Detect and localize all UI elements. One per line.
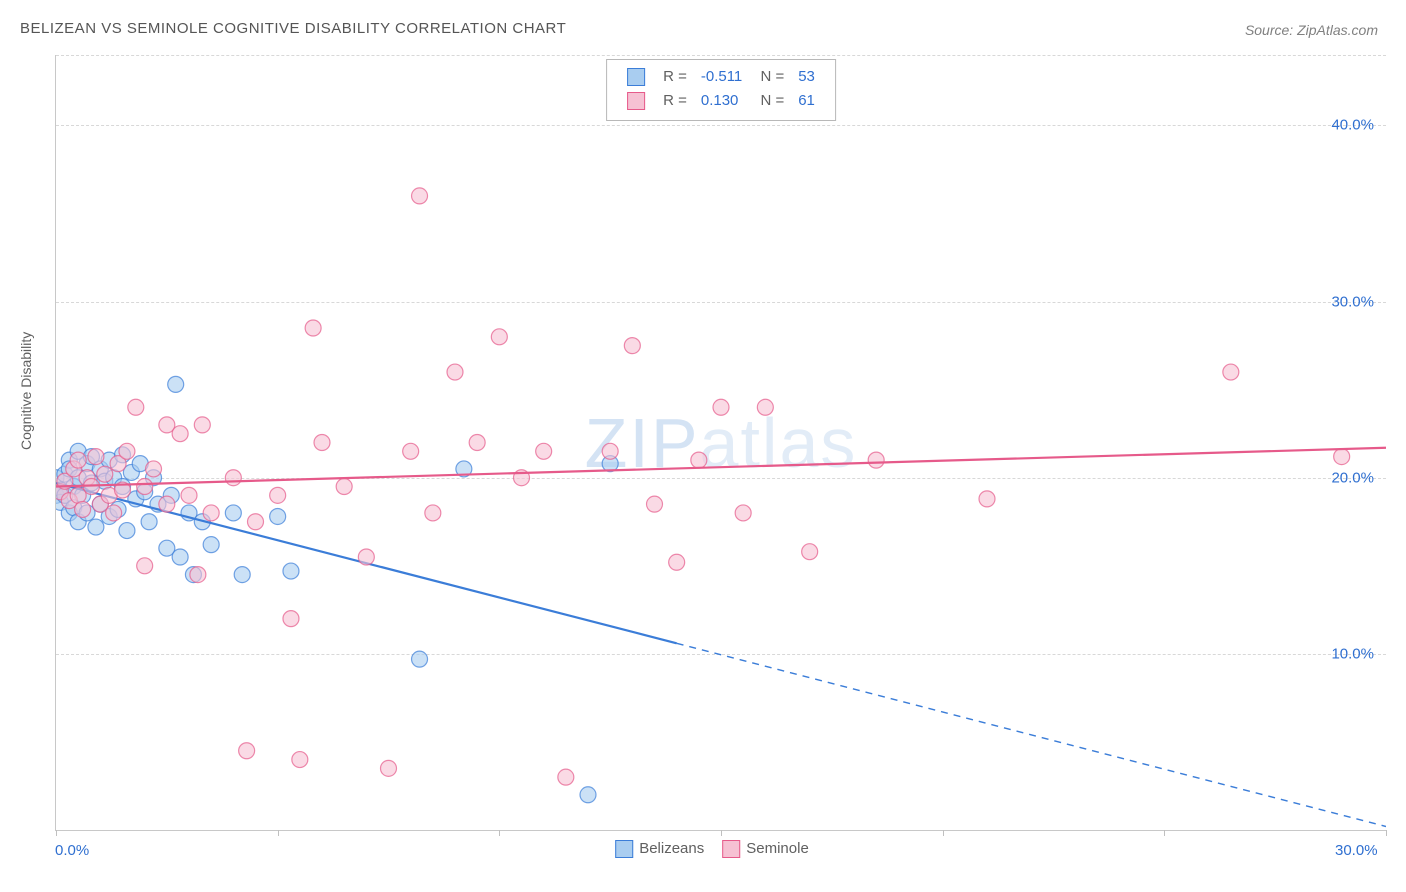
scatter-point (336, 479, 352, 495)
legend-series-label: Seminole (746, 840, 809, 857)
plot-area: ZIPatlas R =-0.511 N =53R =0.130 N =61 1… (55, 55, 1386, 831)
scatter-point (425, 505, 441, 521)
scatter-point (868, 452, 884, 468)
scatter-point (88, 519, 104, 535)
scatter-point (203, 537, 219, 553)
scatter-point (757, 399, 773, 415)
scatter-point (137, 558, 153, 574)
legend-row: R =0.130 N =61 (621, 90, 821, 112)
scatter-point (283, 611, 299, 627)
scatter-point (190, 567, 206, 583)
scatter-point (412, 651, 428, 667)
scatter-svg (56, 55, 1386, 830)
series-legend: Belizeans Seminole (597, 840, 809, 858)
scatter-point (469, 435, 485, 451)
x-tick (278, 830, 279, 836)
scatter-point (172, 426, 188, 442)
x-tick (1164, 830, 1165, 836)
scatter-point (97, 466, 113, 482)
regression-line (56, 448, 1386, 487)
scatter-point (194, 417, 210, 433)
scatter-point (168, 376, 184, 392)
scatter-point (624, 338, 640, 354)
scatter-point (979, 491, 995, 507)
correlation-legend: R =-0.511 N =53R =0.130 N =61 (606, 59, 836, 121)
scatter-point (119, 443, 135, 459)
legend-r-label: R = (657, 66, 693, 88)
source-label: Source: ZipAtlas.com (1245, 22, 1378, 38)
legend-r-value: 0.130 (695, 90, 748, 112)
scatter-point (305, 320, 321, 336)
scatter-point (358, 549, 374, 565)
legend-swatch (627, 68, 645, 86)
scatter-point (88, 449, 104, 465)
x-tick-label: 0.0% (55, 842, 89, 859)
scatter-point (283, 563, 299, 579)
scatter-point (536, 443, 552, 459)
x-tick-label: 30.0% (1335, 842, 1378, 859)
legend-row: R =-0.511 N =53 (621, 66, 821, 88)
scatter-point (381, 760, 397, 776)
scatter-point (234, 567, 250, 583)
scatter-point (106, 505, 122, 521)
scatter-point (225, 470, 241, 486)
scatter-point (181, 487, 197, 503)
scatter-point (647, 496, 663, 512)
scatter-point (669, 554, 685, 570)
scatter-point (172, 549, 188, 565)
legend-n-value: 61 (792, 90, 821, 112)
scatter-point (447, 364, 463, 380)
scatter-point (270, 487, 286, 503)
scatter-point (491, 329, 507, 345)
scatter-point (119, 523, 135, 539)
legend-swatch (722, 840, 740, 858)
regression-line-extrapolated (677, 643, 1386, 826)
legend-r-value: -0.511 (695, 66, 748, 88)
scatter-point (159, 496, 175, 512)
scatter-point (558, 769, 574, 785)
y-axis-label: Cognitive Disability (18, 332, 34, 450)
scatter-point (128, 399, 144, 415)
scatter-point (602, 443, 618, 459)
scatter-point (1334, 449, 1350, 465)
scatter-point (239, 743, 255, 759)
scatter-point (735, 505, 751, 521)
scatter-point (203, 505, 219, 521)
scatter-point (713, 399, 729, 415)
chart-title: BELIZEAN VS SEMINOLE COGNITIVE DISABILIT… (20, 20, 566, 37)
scatter-point (248, 514, 264, 530)
scatter-point (314, 435, 330, 451)
legend-n-label: N = (750, 66, 790, 88)
scatter-point (270, 508, 286, 524)
x-tick (1386, 830, 1387, 836)
x-tick (56, 830, 57, 836)
scatter-point (403, 443, 419, 459)
scatter-point (141, 514, 157, 530)
legend-swatch (627, 92, 645, 110)
x-tick (943, 830, 944, 836)
legend-swatch (615, 840, 633, 858)
scatter-point (292, 752, 308, 768)
scatter-point (802, 544, 818, 560)
x-tick (721, 830, 722, 836)
scatter-point (137, 479, 153, 495)
legend-n-label: N = (750, 90, 790, 112)
legend-r-label: R = (657, 90, 693, 112)
scatter-point (1223, 364, 1239, 380)
scatter-point (75, 501, 91, 517)
scatter-point (70, 452, 86, 468)
legend-n-value: 53 (792, 66, 821, 88)
scatter-point (225, 505, 241, 521)
scatter-point (146, 461, 162, 477)
scatter-point (691, 452, 707, 468)
legend-series-label: Belizeans (639, 840, 704, 857)
x-tick (499, 830, 500, 836)
scatter-point (580, 787, 596, 803)
scatter-point (412, 188, 428, 204)
